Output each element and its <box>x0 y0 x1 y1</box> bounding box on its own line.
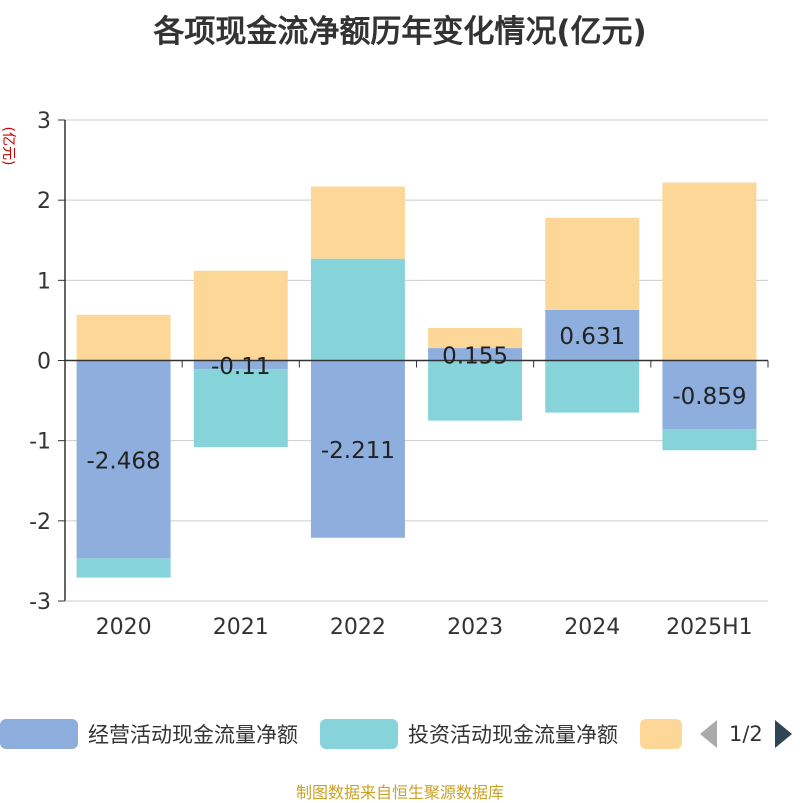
bar-investing-2024 <box>545 360 640 413</box>
bar-investing-2023 <box>428 360 523 421</box>
bar-operating-2025H1 <box>662 360 757 430</box>
bar-chart: (亿元) 3 2 1 0 -1 -2 -3 2020 2021 2022 2023 2024 2025H1… <box>0 109 769 640</box>
y-tick-label: -3 <box>29 590 51 615</box>
bar-operating-2023 <box>428 348 523 361</box>
x-tick-label: 2020 <box>96 615 152 640</box>
chart-title: 各项现金流净额历年变化情况(亿元) <box>153 14 647 50</box>
bar-investing-2021 <box>193 369 288 448</box>
legend-item-investing[interactable]: 投资活动现金流量净额 <box>320 716 618 752</box>
legend-swatch-investing <box>320 719 398 749</box>
data-label-operating: -0.11 <box>211 354 271 380</box>
data-label-operating: -2.211 <box>321 438 395 464</box>
bar-operating-2022 <box>310 360 405 538</box>
legend-pager: 1/2 <box>700 716 792 752</box>
data-label-operating: 0.631 <box>559 324 625 350</box>
bar-third-2025H1 <box>662 182 757 361</box>
data-label-operating: -0.859 <box>672 384 746 410</box>
pager-prev-icon[interactable] <box>700 720 717 748</box>
x-tick-label: 2021 <box>213 615 269 640</box>
y-tick-label: 2 <box>37 189 51 214</box>
x-tick-label: 2025H1 <box>666 615 753 640</box>
bar-third-2022 <box>310 186 405 259</box>
y-tick-label: 3 <box>37 109 51 134</box>
y-tick-label: 1 <box>37 269 51 294</box>
bar-operating-2020 <box>76 360 171 559</box>
bar-investing-2022 <box>310 258 405 361</box>
bar-third-2024 <box>545 217 640 310</box>
legend-item-operating[interactable]: 经营活动现金流量净额 <box>0 716 298 752</box>
y-tick-label: -2 <box>29 510 51 535</box>
legend-swatch-third <box>640 719 682 749</box>
bar-investing-2020 <box>76 558 171 578</box>
data-label-operating: -2.468 <box>87 448 161 474</box>
bar-third-2023 <box>428 328 523 349</box>
legend-item-third[interactable] <box>640 716 692 752</box>
bar-operating-2021 <box>193 360 288 370</box>
x-tick-label: 2024 <box>564 615 620 640</box>
source-note: 制图数据来自恒生聚源数据库 <box>295 783 504 802</box>
bar-operating-2024 <box>545 309 640 361</box>
y-tick-label: 0 <box>37 350 51 375</box>
bar-third-2020 <box>76 314 171 361</box>
legend-swatch-operating <box>0 719 78 749</box>
pager-text: 1/2 <box>729 722 763 746</box>
x-tick-label: 2023 <box>447 615 503 640</box>
y-unit-label: (亿元) <box>0 127 16 166</box>
bar-investing-2025H1 <box>662 429 757 451</box>
legend-label-investing: 投资活动现金流量净额 <box>408 723 618 747</box>
legend: 经营活动现金流量净额 投资活动现金流量净额 <box>0 716 800 752</box>
x-tick-label: 2022 <box>330 615 386 640</box>
y-tick-label: -1 <box>29 430 51 455</box>
data-label-operating: 0.155 <box>442 343 508 369</box>
legend-label-operating: 经营活动现金流量净额 <box>88 723 298 747</box>
pager-next-icon[interactable] <box>774 720 792 748</box>
bar-third-2021 <box>193 270 288 361</box>
